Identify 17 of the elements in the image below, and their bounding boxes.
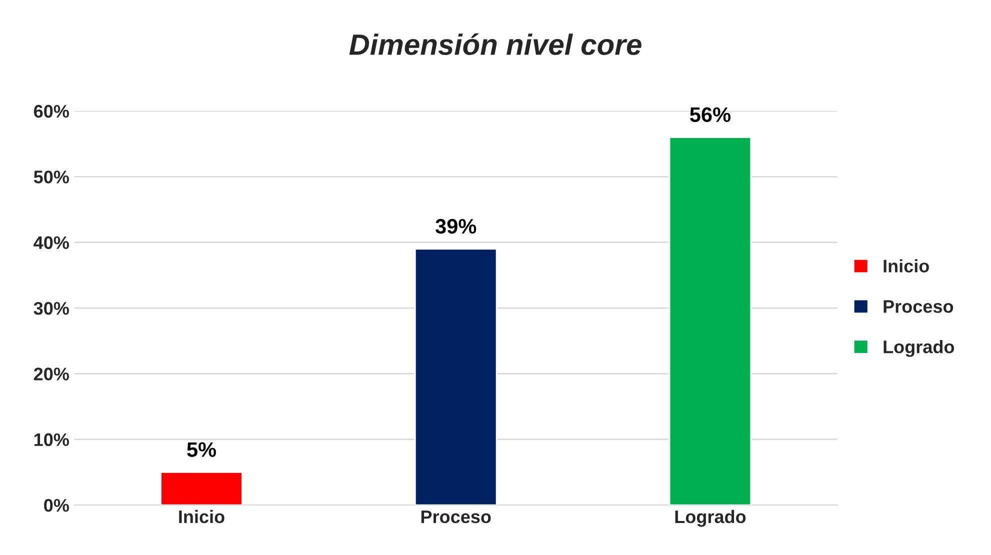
x-tick-label: Proceso — [421, 510, 491, 524]
y-tick-label: 30% — [34, 302, 69, 315]
legend-label: Inicio — [884, 259, 929, 272]
y-tick-label: 10% — [34, 433, 69, 446]
legend-label: Logrado — [884, 340, 954, 357]
y-tick-label: 0% — [44, 498, 69, 512]
chart-title: Dimensión nivel core — [349, 33, 642, 56]
y-tick-label: 20% — [34, 368, 69, 380]
text: 5% — [187, 442, 216, 457]
x-tick-label: Inicio — [179, 510, 224, 524]
text: 56% — [690, 107, 731, 122]
y-tick-label: 40% — [34, 236, 69, 250]
legend-label: Proceso — [884, 300, 954, 313]
text: 39% — [435, 218, 476, 234]
y-tick-label: 60% — [34, 104, 69, 118]
y-tick-label: 50% — [34, 170, 69, 184]
x-tick-label: Logrado — [675, 510, 746, 527]
